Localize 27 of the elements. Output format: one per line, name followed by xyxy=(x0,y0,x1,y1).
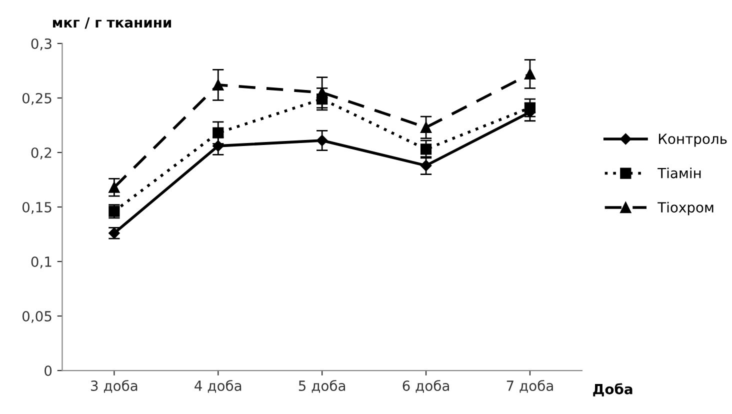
y-tick-label: 0,15 xyxy=(22,202,52,214)
legend-label: Контроль xyxy=(658,134,727,147)
y-axis-title: мкг / г тканини xyxy=(52,17,172,29)
y-tick-label: 0 xyxy=(44,366,52,376)
point xyxy=(420,160,432,172)
y-tick-label: 0,25 xyxy=(22,92,52,105)
y-tick-label: 0,2 xyxy=(31,147,52,160)
legend-label: Тіохром xyxy=(658,202,714,216)
point xyxy=(212,79,224,90)
x-axis-title: Доба xyxy=(593,383,632,396)
point xyxy=(212,127,224,138)
y-tick-label: 0,1 xyxy=(31,256,52,268)
point xyxy=(212,140,224,152)
point xyxy=(420,144,432,155)
x-tick-label: 4 доба xyxy=(194,380,242,393)
x-tick-label: 6 доба xyxy=(402,380,449,393)
legend-label: Тіамін xyxy=(658,168,701,178)
x-tick-label: 7 доба xyxy=(506,380,553,393)
point xyxy=(524,68,536,80)
point xyxy=(108,182,120,193)
y-tick-label: 0,3 xyxy=(31,38,52,50)
x-tick-label: 5 доба xyxy=(298,380,346,393)
point xyxy=(316,134,328,146)
point xyxy=(420,122,432,133)
point xyxy=(316,94,328,105)
x-tick-label: 3 доба xyxy=(91,380,138,393)
y-tick-label: 0,05 xyxy=(22,310,52,323)
